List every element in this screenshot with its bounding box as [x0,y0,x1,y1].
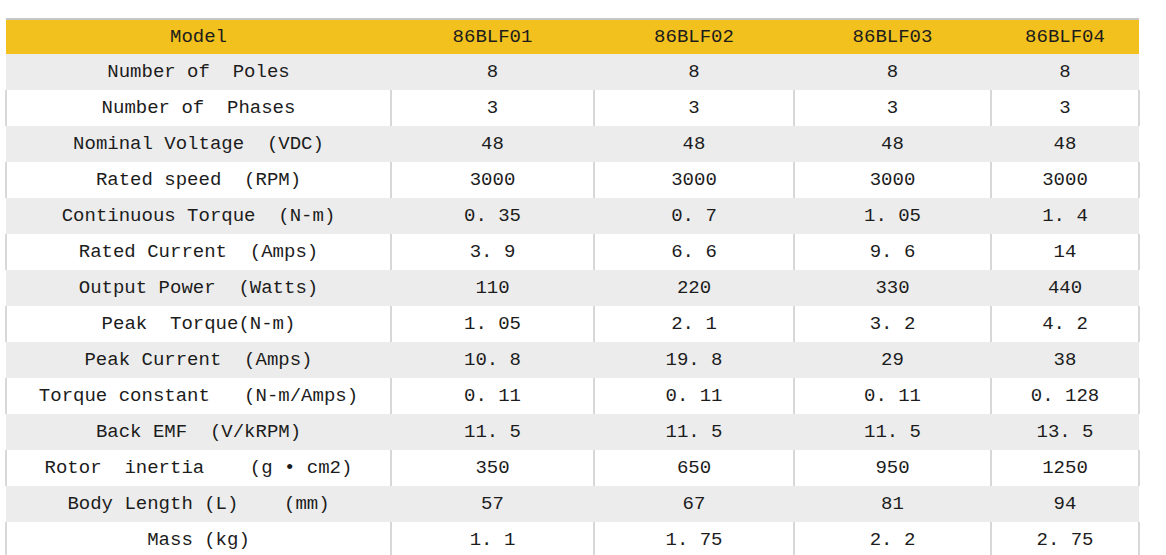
table-row-rated-current: Rated Current (Amps) 3. 9 6. 6 9. 6 14 [6,234,1139,270]
spec-value: 2. 2 [794,522,991,555]
spec-value: 3 [391,90,594,126]
spec-label: Rotor inertia (g • cm2) [6,450,391,486]
header-column-86blf01: 86BLF01 [391,19,594,54]
spec-value: 2. 75 [991,522,1139,555]
spec-value: 67 [594,486,794,522]
spec-label: Continuous Torque (N-m) [6,198,391,234]
table-row-torque-constant: Torque constant (N-m/Amps) 0. 11 0. 11 0… [6,378,1139,414]
spec-label: Output Power (Watts) [6,270,391,306]
spec-value: 3. 2 [794,306,991,342]
spec-value: 48 [391,126,594,162]
spec-value: 3 [991,90,1139,126]
spec-value: 94 [991,486,1139,522]
spec-value: 8 [594,54,794,90]
spec-value: 1. 4 [991,198,1139,234]
spec-value: 3000 [991,162,1139,198]
spec-value: 950 [794,450,991,486]
spec-value: 1. 05 [391,306,594,342]
spec-value: 350 [391,450,594,486]
spec-label: Rated Current (Amps) [6,234,391,270]
spec-label: Back EMF (V/kRPM) [6,414,391,450]
spec-value: 6. 6 [594,234,794,270]
spec-value: 1. 75 [594,522,794,555]
spec-value: 3. 9 [391,234,594,270]
table-row-back-emf: Back EMF (V/kRPM) 11. 5 11. 5 11. 5 13. … [6,414,1139,450]
spec-value: 9. 6 [794,234,991,270]
table-row-rotor-inertia: Rotor inertia (g • cm2) 350 650 950 1250 [6,450,1139,486]
table-row-phases: Number of Phases 3 3 3 3 [6,90,1139,126]
spec-value: 13. 5 [991,414,1139,450]
spec-value: 110 [391,270,594,306]
spec-value: 19. 8 [594,342,794,378]
spec-value: 48 [991,126,1139,162]
spec-value: 220 [594,270,794,306]
spec-label: Nominal Voltage (VDC) [6,126,391,162]
spec-value: 38 [991,342,1139,378]
table-row-continuous-torque: Continuous Torque (N-m) 0. 35 0. 7 1. 05… [6,198,1139,234]
spec-value: 8 [391,54,594,90]
table-row-poles: Number of Poles 8 8 8 8 [6,54,1139,90]
spec-label: Rated speed (RPM) [6,162,391,198]
spec-value: 1. 1 [391,522,594,555]
spec-value: 3000 [391,162,594,198]
spec-value: 57 [391,486,594,522]
table-row-nominal-voltage: Nominal Voltage (VDC) 48 48 48 48 [6,126,1139,162]
spec-value: 14 [991,234,1139,270]
spec-label: Peak Current (Amps) [6,342,391,378]
spec-value: 11. 5 [594,414,794,450]
spec-value: 3 [794,90,991,126]
header-row: Model 86BLF01 86BLF02 86BLF03 86BLF04 [6,19,1139,54]
spec-label: Number of Poles [6,54,391,90]
spec-value: 29 [794,342,991,378]
spec-value: 4. 2 [991,306,1139,342]
spec-label: Number of Phases [6,90,391,126]
spec-value: 330 [794,270,991,306]
spec-label: Mass (kg) [6,522,391,555]
table-row-body-length: Body Length (L) (mm) 57 67 81 94 [6,486,1139,522]
spec-table: Model 86BLF01 86BLF02 86BLF03 86BLF04 Nu… [5,18,1140,555]
spec-value: 8 [991,54,1139,90]
spec-value: 1. 05 [794,198,991,234]
spec-value: 0. 35 [391,198,594,234]
spec-value: 11. 5 [794,414,991,450]
spec-value: 0. 7 [594,198,794,234]
header-column-86blf04: 86BLF04 [991,19,1139,54]
table-row-mass: Mass (kg) 1. 1 1. 75 2. 2 2. 75 [6,522,1139,555]
table-row-peak-current: Peak Current (Amps) 10. 8 19. 8 29 38 [6,342,1139,378]
spec-value: 0. 11 [391,378,594,414]
header-column-86blf03: 86BLF03 [794,19,991,54]
spec-value: 48 [794,126,991,162]
spec-value: 1250 [991,450,1139,486]
spec-value: 11. 5 [391,414,594,450]
table-row-peak-torque: Peak Torque(N-m) 1. 05 2. 1 3. 2 4. 2 [6,306,1139,342]
header-model-label: Model [6,19,391,54]
spec-label: Torque constant (N-m/Amps) [6,378,391,414]
table-row-output-power: Output Power (Watts) 110 220 330 440 [6,270,1139,306]
spec-value: 48 [594,126,794,162]
spec-value: 0. 128 [991,378,1139,414]
spec-value: 81 [794,486,991,522]
spec-value: 0. 11 [794,378,991,414]
spec-value: 440 [991,270,1139,306]
spec-value: 2. 1 [594,306,794,342]
header-column-86blf02: 86BLF02 [594,19,794,54]
spec-label: Body Length (L) (mm) [6,486,391,522]
spec-value: 3000 [594,162,794,198]
spec-value: 650 [594,450,794,486]
spec-value: 8 [794,54,991,90]
spec-value: 3 [594,90,794,126]
spec-value: 10. 8 [391,342,594,378]
spec-label: Peak Torque(N-m) [6,306,391,342]
spec-value: 3000 [794,162,991,198]
spec-value: 0. 11 [594,378,794,414]
table-row-rated-speed: Rated speed (RPM) 3000 3000 3000 3000 [6,162,1139,198]
